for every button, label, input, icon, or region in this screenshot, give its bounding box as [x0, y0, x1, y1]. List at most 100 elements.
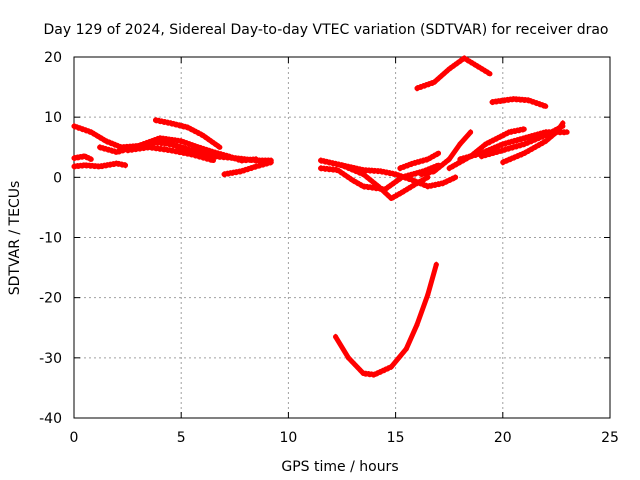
data-point	[410, 177, 416, 183]
y-axis-label: SDTVAR / TECUs	[7, 181, 23, 296]
data-point	[425, 183, 431, 189]
data-point	[253, 164, 259, 169]
data-point	[397, 165, 403, 171]
data-point	[414, 322, 420, 328]
data-point	[225, 153, 231, 159]
series-line	[339, 162, 459, 189]
data-point	[511, 96, 516, 102]
x-tick-label: 10	[279, 430, 297, 446]
data-point	[418, 171, 424, 177]
data-point	[318, 165, 324, 171]
data-point	[446, 156, 452, 162]
data-point	[474, 63, 480, 69]
data-point	[268, 159, 274, 165]
data-point	[457, 156, 463, 162]
data-point	[200, 132, 206, 138]
data-point	[446, 165, 452, 171]
x-tick-label: 20	[494, 430, 512, 446]
data-point	[253, 156, 259, 162]
data-point	[123, 162, 128, 168]
data-point	[195, 144, 201, 150]
chart-title: Day 129 of 2024, Sidereal Day-to-day VTE…	[43, 22, 608, 38]
data-point	[360, 167, 366, 173]
data-point	[345, 355, 351, 361]
y-tick-label: -30	[39, 351, 62, 367]
data-point	[88, 129, 94, 135]
data-point	[543, 138, 549, 144]
data-point	[433, 262, 439, 268]
axis-ticks: 0 5 10 15 20 25 -40 -30 -20 -10 0 10 20	[39, 50, 619, 446]
series-track-19	[333, 261, 439, 378]
data-point	[564, 129, 570, 135]
x-tick-label: 5	[177, 430, 186, 446]
data-point	[436, 150, 441, 156]
data-point	[82, 153, 88, 159]
series-line-noise	[341, 162, 457, 186]
data-point	[217, 144, 223, 150]
data-point	[457, 141, 463, 147]
data-point	[350, 177, 356, 183]
data-point	[371, 372, 377, 378]
series-group	[71, 55, 570, 378]
data-point	[526, 97, 531, 103]
data-point	[146, 144, 152, 150]
data-point	[382, 186, 388, 192]
data-point	[178, 138, 184, 144]
series-line	[489, 96, 549, 109]
y-tick-label: -40	[39, 411, 62, 427]
series-track-11	[397, 150, 441, 172]
data-point	[388, 364, 394, 370]
series-line-noise	[398, 150, 440, 168]
data-point	[489, 99, 495, 105]
data-point	[453, 174, 459, 180]
data-point	[468, 129, 474, 135]
data-point	[360, 183, 366, 189]
data-point	[553, 129, 559, 135]
data-point	[71, 155, 77, 161]
series-line-noise	[491, 96, 547, 106]
y-tick-label: 20	[44, 50, 62, 66]
data-point	[431, 168, 437, 174]
data-point	[88, 156, 94, 162]
data-point	[238, 158, 244, 163]
data-point	[114, 149, 120, 155]
x-tick-label: 0	[70, 430, 79, 446]
y-tick-label: -20	[39, 291, 62, 307]
data-point	[168, 141, 173, 147]
data-point	[543, 132, 549, 138]
data-point	[221, 171, 227, 177]
data-point	[478, 153, 484, 159]
x-tick-label: 25	[601, 430, 619, 446]
series-line-noise	[319, 162, 440, 189]
data-point	[360, 171, 366, 177]
data-point	[506, 129, 512, 135]
data-point	[360, 371, 366, 376]
series-line-noise	[223, 163, 273, 178]
data-point	[425, 292, 431, 298]
data-point	[125, 147, 131, 153]
series-line-noise	[416, 59, 491, 92]
series-line-noise	[398, 154, 440, 172]
data-point	[500, 147, 506, 153]
data-point	[185, 124, 191, 130]
data-point	[82, 162, 88, 168]
data-point	[157, 135, 163, 141]
data-point	[210, 149, 216, 155]
y-tick-label: -10	[39, 231, 62, 247]
series-line-noise	[98, 135, 258, 160]
data-point	[114, 161, 120, 166]
series-track-10	[339, 162, 459, 190]
series-line	[221, 159, 274, 177]
data-point	[399, 189, 405, 195]
data-point	[168, 147, 173, 153]
grid	[74, 57, 610, 418]
series-line	[397, 150, 441, 171]
series-track-2	[71, 153, 94, 163]
data-point	[71, 123, 77, 129]
series-track-17	[414, 55, 493, 92]
data-point	[487, 71, 493, 77]
series-line-noise	[341, 166, 457, 190]
data-point	[97, 164, 103, 169]
data-point	[189, 152, 195, 157]
